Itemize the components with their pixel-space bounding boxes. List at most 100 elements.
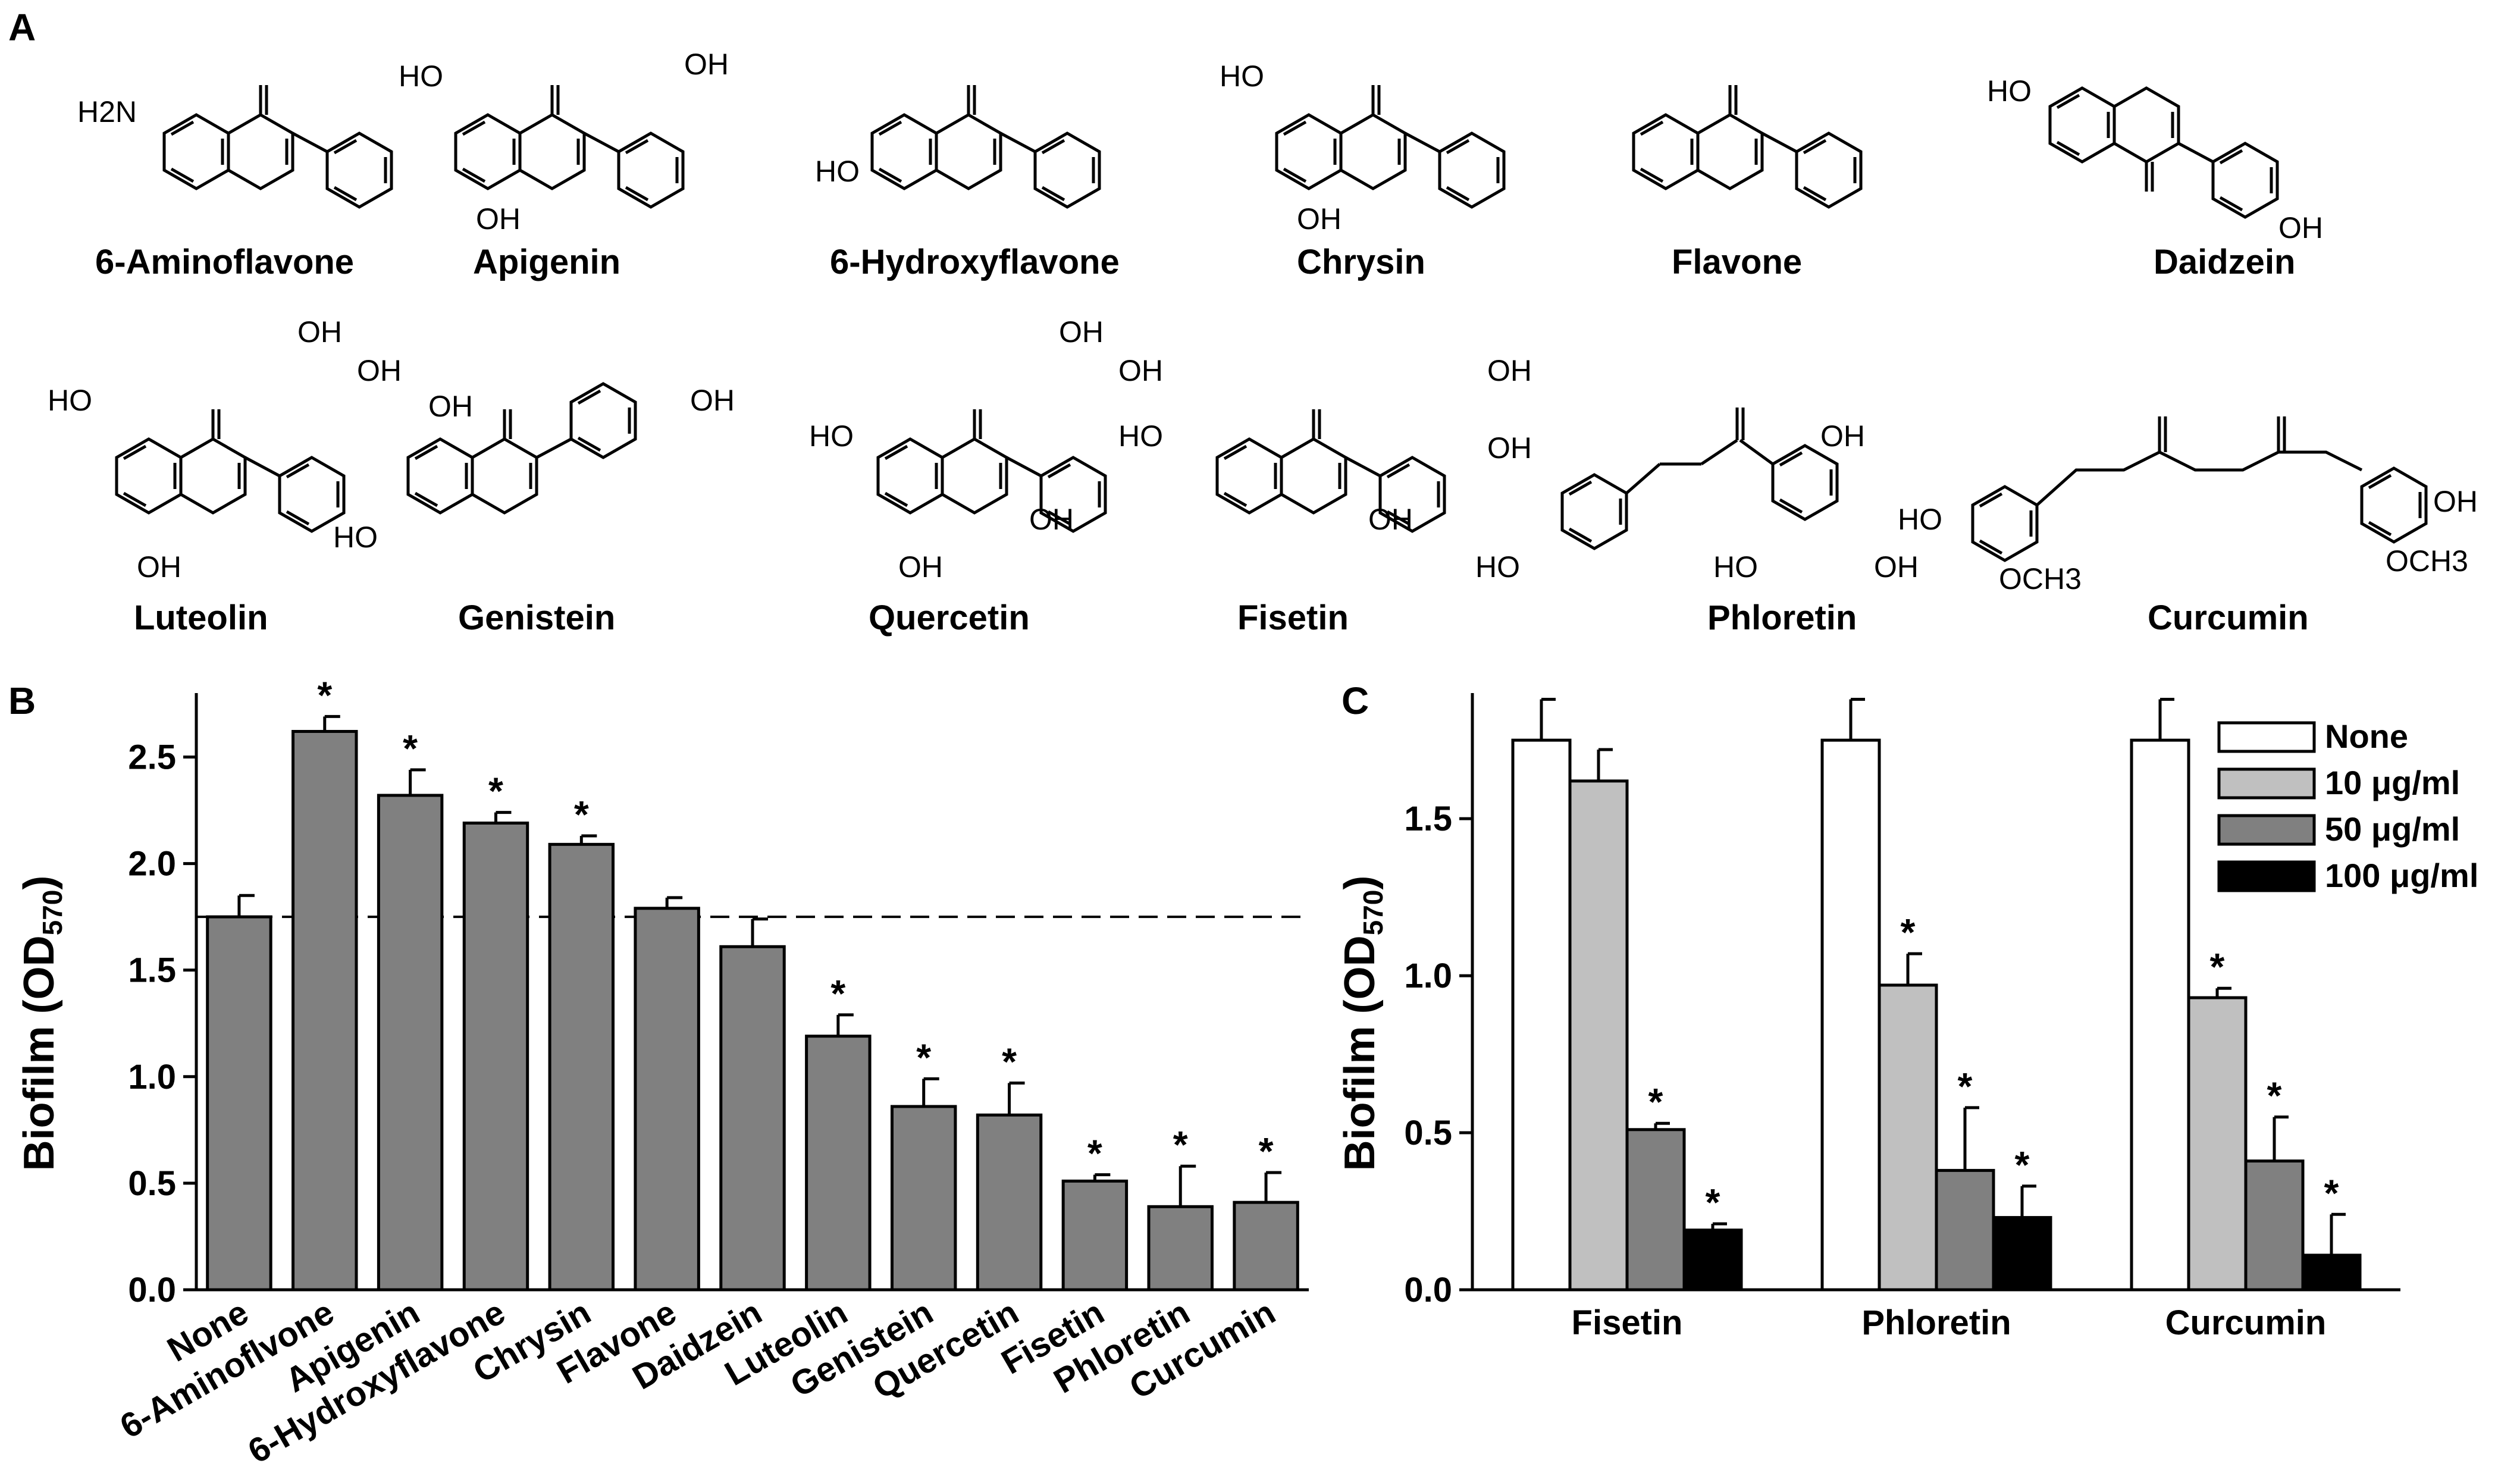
bar [805, 1035, 872, 1292]
panel-b-chart: B Biofilm (OD570) 0.00.51.01.52.02.5None… [8, 673, 1309, 1471]
group-label: OH [1874, 550, 1919, 584]
group-label: HO [48, 384, 92, 417]
bar [462, 822, 529, 1292]
compound-name: Daidzein [2154, 243, 2296, 281]
significance-star: * [1002, 1040, 1017, 1083]
group-label: HO [399, 59, 443, 93]
compound-name: Flavone [1672, 243, 1802, 281]
y-tick-label: 0.5 [1404, 1114, 1452, 1152]
significance-star: * [403, 727, 418, 770]
structure-flavone [1634, 85, 1861, 207]
ylabel-main: Biofilm (OD [15, 935, 63, 1171]
y-tick-label: 2.5 [128, 738, 176, 776]
significance-star: * [488, 770, 503, 813]
bar [1820, 738, 1881, 1292]
bar [548, 842, 615, 1292]
group-label: OH [1487, 431, 1532, 465]
compound-name: Apigenin [473, 243, 620, 281]
structure-luteolin: HO OH OH OH [48, 315, 402, 584]
significance-star: * [574, 793, 589, 836]
group-label: HO [1898, 503, 1942, 536]
compound-name: Phloretin [1707, 598, 1857, 637]
chart-c-legend: None 10 μg/ml 50 μg/ml 100 μg/ml [2217, 717, 2478, 894]
group-label: OH [1820, 419, 1865, 453]
significance-star: * [1648, 1080, 1663, 1123]
significance-star: * [1259, 1130, 1274, 1173]
group-label: OH [428, 390, 473, 423]
bar [890, 1105, 957, 1292]
legend-label: 10 μg/ml [2325, 764, 2460, 801]
group-label: HO [809, 419, 854, 453]
group-label: OH [690, 384, 735, 417]
ylabel-main: Biofilm (OD [1336, 935, 1384, 1171]
y-tick-label: 1.5 [128, 951, 176, 990]
structure-daidzein: HO OH [1987, 74, 2323, 245]
legend-label: 50 μg/ml [2325, 810, 2460, 848]
group-label: HO [333, 521, 378, 554]
structure-genistein: HO OH OH [333, 384, 735, 554]
bar [1061, 1179, 1129, 1292]
chart-b-plot-area: 0.00.51.01.52.02.5None*6-Aminoflvone*Api… [114, 673, 1309, 1471]
bar [1568, 779, 1629, 1292]
structure-6-hydroxyflavone: HO [815, 85, 1099, 207]
group-label: OH [1118, 354, 1163, 387]
bar [634, 907, 700, 1292]
chart-c-plot-area: 0.0 0.5 1.0 1.5 * * Fisetin * * * Phloretin * * * Curc… [1404, 693, 2400, 1342]
significance-star: * [2267, 1074, 2282, 1117]
structure-6-aminoflavone: H2N [77, 85, 391, 207]
panel-c-chart: C Biofilm (OD570) 0.0 0.5 1.0 1.5 * * Fisetin *… [1336, 679, 2478, 1342]
legend-label: None [2325, 717, 2408, 755]
compound-name: 6-Hydroxyflavone [830, 243, 1120, 281]
structure-curcumin: HO OCH3 OCH3 OH [1898, 416, 2478, 596]
group-label: OH [357, 354, 402, 387]
group-label: OCH3 [2386, 544, 2468, 578]
group-label: OH [684, 48, 729, 81]
group-label: OH [1029, 503, 1074, 536]
bar [1992, 1216, 2052, 1292]
significance-star: * [916, 1036, 931, 1079]
significance-star: * [1087, 1132, 1102, 1175]
y-tick-label: 1.0 [1404, 957, 1452, 995]
group-label: OH [2433, 485, 2478, 518]
significance-star: * [1958, 1065, 1973, 1108]
structure-fisetin: HO OH OH OH [1118, 354, 1532, 536]
x-tick-label: Phloretin [1861, 1303, 2011, 1342]
y-tick-label: 0.0 [1404, 1271, 1452, 1309]
significance-star: * [1706, 1181, 1720, 1224]
compound-name: 6-Aminoflavone [95, 243, 354, 281]
x-tick-label: Curcumin [2165, 1303, 2327, 1342]
x-tick-label: Fisetin [1572, 1303, 1683, 1342]
legend-swatch [2217, 814, 2316, 846]
y-tick-label: 0.5 [128, 1164, 176, 1203]
bar [377, 794, 444, 1292]
significance-star: * [830, 972, 845, 1015]
structure-phloretin: HO OH HO OH [1475, 408, 1919, 584]
group-label: OH [1059, 315, 1104, 349]
compound-name: Fisetin [1237, 598, 1349, 637]
group-label: H2N [77, 95, 137, 129]
bar [976, 1113, 1043, 1292]
structure-apigenin: HO OH OH [399, 48, 729, 236]
y-tick-label: 1.5 [1404, 800, 1452, 838]
legend-swatch [2217, 721, 2316, 753]
structure-quercetin: HO OH OH OH OH [809, 315, 1163, 584]
group-label: HO [1220, 59, 1264, 93]
bar [1233, 1201, 1299, 1292]
legend-label: 100 μg/ml [2325, 857, 2478, 894]
ylabel-close: ) [1336, 876, 1384, 890]
bar [2301, 1253, 2362, 1292]
group-label: OH [137, 550, 181, 584]
bar [719, 945, 786, 1292]
bar [2130, 738, 2190, 1292]
significance-star: * [2015, 1143, 2030, 1186]
bar [2244, 1159, 2305, 1292]
group-label: HO [1713, 550, 1758, 584]
panel-a-label: A [8, 6, 36, 49]
bar [292, 729, 358, 1292]
significance-star: * [317, 673, 332, 716]
ylabel-subscript: 570 [37, 890, 68, 936]
group-label: OH [297, 315, 342, 349]
bar [2187, 996, 2248, 1292]
bar [1147, 1205, 1214, 1292]
